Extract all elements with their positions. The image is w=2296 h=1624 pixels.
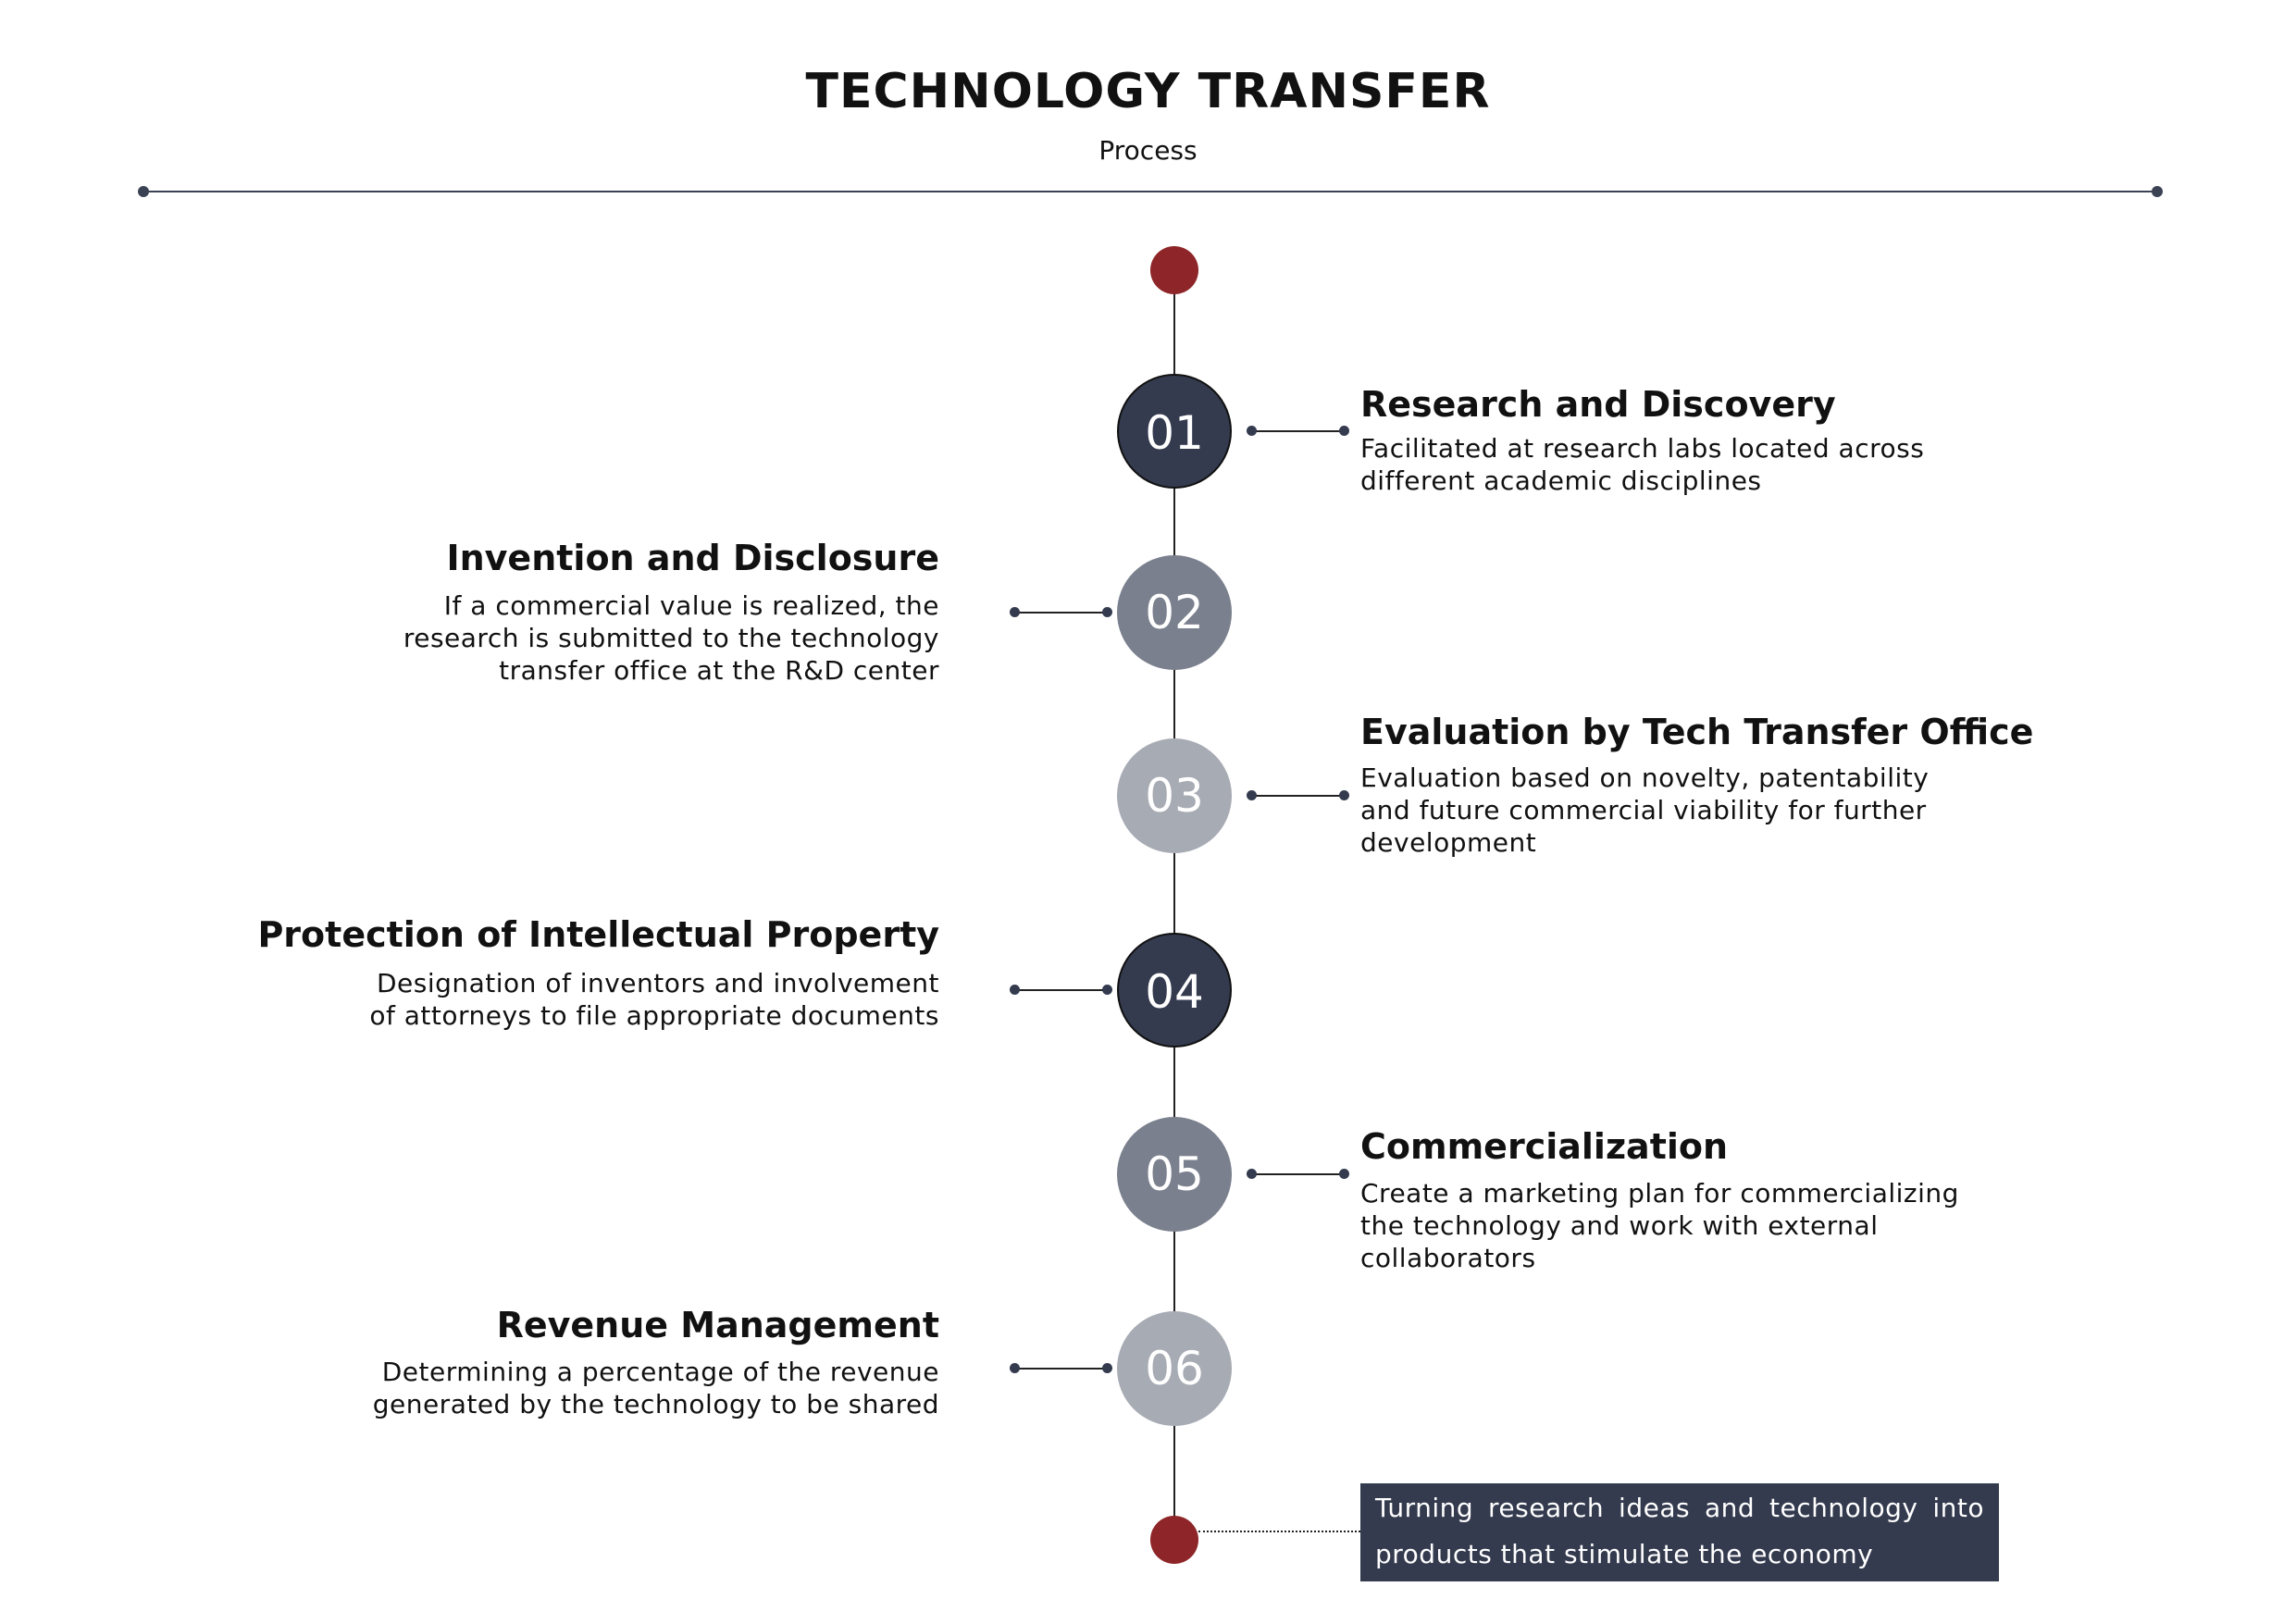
step-05-connector [1251, 1173, 1344, 1175]
step-04-connector [1014, 989, 1107, 991]
step-06-description: Determining a percentage of the revenue … [372, 1357, 939, 1419]
step-03-circle: 03 [1117, 738, 1232, 853]
step-04-description: Designation of inventors and involvement… [369, 968, 939, 1031]
step-04-title: Protection of Intellectual Property [257, 914, 939, 955]
divider-left-dot [138, 186, 149, 197]
timeline-line [1173, 270, 1175, 1536]
step-01-description: Facilitated at research labs located acr… [1360, 433, 1925, 496]
step-06-circle: 06 [1117, 1311, 1232, 1426]
header-divider [143, 191, 2156, 192]
step-02-connector [1014, 612, 1107, 614]
callout-connector [1198, 1531, 1360, 1532]
summary-callout: Turning research ideas and technology in… [1360, 1483, 1999, 1581]
step-04-connector-dot-start [1010, 985, 1020, 995]
step-02-connector-dot-start [1010, 607, 1020, 617]
step-02-description: If a commercial value is realized, the r… [403, 590, 939, 686]
step-01-connector-dot-start [1247, 426, 1257, 436]
divider-right-dot [2152, 186, 2163, 197]
timeline-start-dot [1150, 246, 1198, 294]
step-02-connector-dot-end [1102, 607, 1112, 617]
step-06-connector-dot-end [1102, 1363, 1112, 1373]
step-06-connector-dot-start [1010, 1363, 1020, 1373]
step-06-connector [1014, 1368, 1107, 1370]
step-03-connector [1251, 795, 1344, 797]
step-03-connector-dot-end [1339, 790, 1349, 800]
step-05-title: Commercialization [1360, 1126, 1729, 1167]
page-title: TECHNOLOGY TRANSFER [805, 64, 1491, 119]
page-subtitle: Process [1098, 135, 1198, 166]
step-04-connector-dot-end [1102, 985, 1112, 995]
step-05-connector-dot-end [1339, 1169, 1349, 1179]
step-05-circle: 05 [1117, 1117, 1232, 1232]
step-05-connector-dot-start [1247, 1169, 1257, 1179]
step-02-circle: 02 [1117, 555, 1232, 670]
step-04-circle: 04 [1117, 933, 1232, 1048]
step-03-description: Evaluation based on novelty, patentabili… [1360, 762, 1930, 858]
step-05-description: Create a marketing plan for commercializ… [1360, 1178, 1959, 1273]
step-01-circle: 01 [1117, 374, 1232, 489]
step-01-connector [1251, 430, 1344, 432]
step-02-title: Invention and Disclosure [446, 538, 939, 578]
step-01-title: Research and Discovery [1360, 384, 1836, 425]
timeline-end-dot [1150, 1516, 1198, 1564]
step-03-title: Evaluation by Tech Transfer Office [1360, 712, 2034, 752]
step-06-title: Revenue Management [496, 1305, 939, 1345]
step-03-connector-dot-start [1247, 790, 1257, 800]
step-01-connector-dot-end [1339, 426, 1349, 436]
